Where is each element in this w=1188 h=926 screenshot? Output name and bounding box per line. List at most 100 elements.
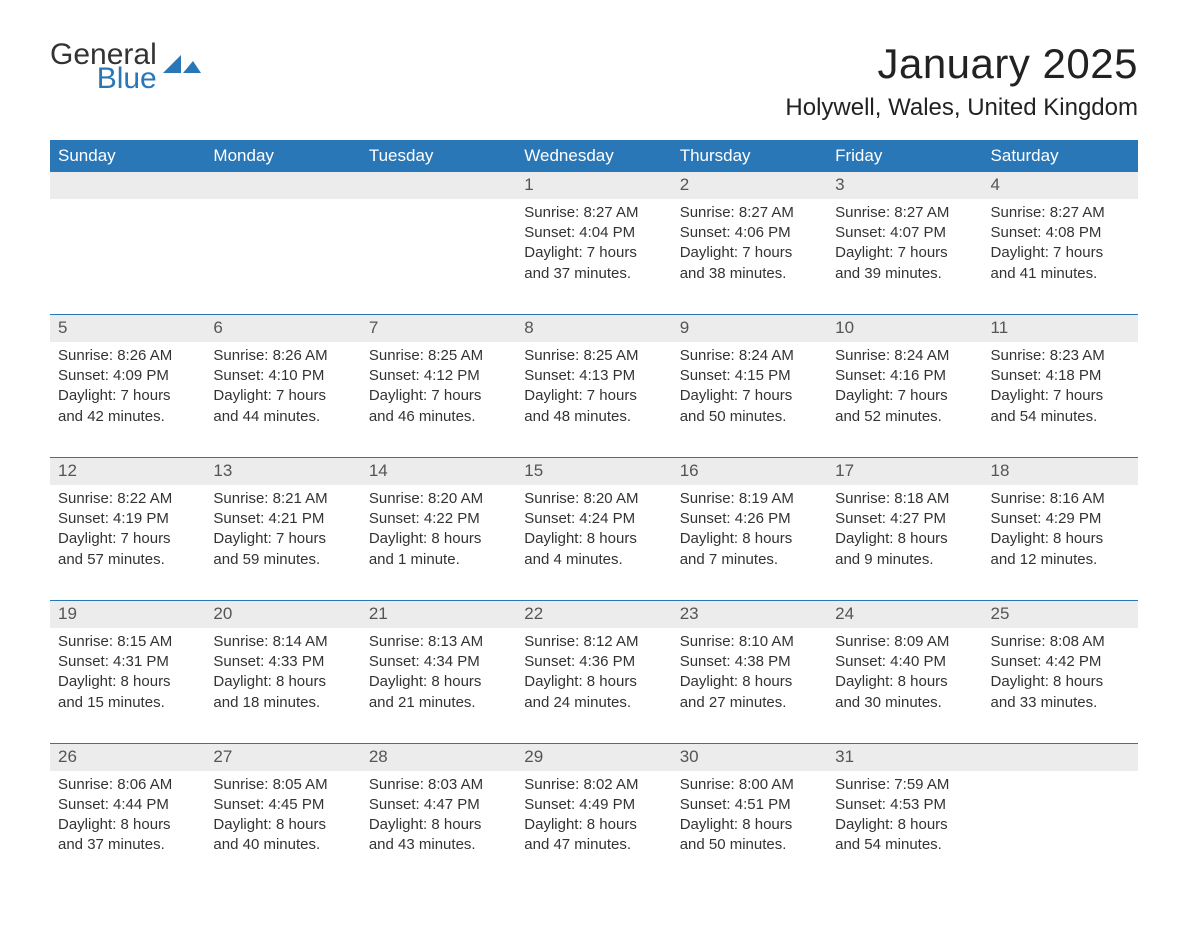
calendar-cell: 5Sunrise: 8:26 AMSunset: 4:09 PMDaylight… [50, 314, 205, 457]
sunset-text: Sunset: 4:38 PM [680, 652, 819, 672]
sunrise-text: Sunrise: 8:24 AM [680, 346, 819, 366]
day-number: 21 [361, 601, 516, 628]
daylight-text: and 38 minutes. [680, 264, 819, 284]
day-number: 20 [205, 601, 360, 628]
sunrise-text: Sunrise: 8:14 AM [213, 632, 352, 652]
daylight-text: and 39 minutes. [835, 264, 974, 284]
day-number: 24 [827, 601, 982, 628]
sunset-text: Sunset: 4:29 PM [991, 509, 1130, 529]
daylight-text: and 15 minutes. [58, 693, 197, 713]
daylight-text: Daylight: 8 hours [835, 672, 974, 692]
day-number: 28 [361, 744, 516, 771]
sunset-text: Sunset: 4:12 PM [369, 366, 508, 386]
sunrise-text: Sunrise: 8:25 AM [369, 346, 508, 366]
calendar-cell: 3Sunrise: 8:27 AMSunset: 4:07 PMDaylight… [827, 172, 982, 314]
day-number: 30 [672, 744, 827, 771]
sunrise-text: Sunrise: 8:26 AM [58, 346, 197, 366]
sunrise-text: Sunrise: 8:27 AM [524, 203, 663, 223]
sunrise-text: Sunrise: 8:13 AM [369, 632, 508, 652]
daylight-text: and 37 minutes. [524, 264, 663, 284]
calendar-cell: 28Sunrise: 8:03 AMSunset: 4:47 PMDayligh… [361, 743, 516, 885]
daylight-text: Daylight: 7 hours [213, 529, 352, 549]
daylight-text: Daylight: 8 hours [369, 815, 508, 835]
calendar-cell [50, 172, 205, 314]
calendar-cell: 18Sunrise: 8:16 AMSunset: 4:29 PMDayligh… [983, 457, 1138, 600]
calendar-cell: 4Sunrise: 8:27 AMSunset: 4:08 PMDaylight… [983, 172, 1138, 314]
sunrise-text: Sunrise: 8:23 AM [991, 346, 1130, 366]
daylight-text: and 27 minutes. [680, 693, 819, 713]
daylight-text: and 46 minutes. [369, 407, 508, 427]
daylight-text: Daylight: 8 hours [213, 815, 352, 835]
calendar-week: 26Sunrise: 8:06 AMSunset: 4:44 PMDayligh… [50, 743, 1138, 885]
day-number: 7 [361, 315, 516, 342]
day-number: 9 [672, 315, 827, 342]
daylight-text: and 57 minutes. [58, 550, 197, 570]
daylight-text: Daylight: 8 hours [213, 672, 352, 692]
daylight-text: and 52 minutes. [835, 407, 974, 427]
calendar-cell: 9Sunrise: 8:24 AMSunset: 4:15 PMDaylight… [672, 314, 827, 457]
calendar-week: 19Sunrise: 8:15 AMSunset: 4:31 PMDayligh… [50, 600, 1138, 743]
daylight-text: Daylight: 8 hours [58, 672, 197, 692]
day-number: 8 [516, 315, 671, 342]
daylight-text: and 54 minutes. [835, 835, 974, 855]
day-number: 23 [672, 601, 827, 628]
daylight-text: Daylight: 7 hours [58, 386, 197, 406]
sunrise-text: Sunrise: 8:03 AM [369, 775, 508, 795]
sunrise-text: Sunrise: 8:12 AM [524, 632, 663, 652]
sunrise-text: Sunrise: 8:25 AM [524, 346, 663, 366]
day-header: Thursday [672, 140, 827, 172]
daylight-text: and 47 minutes. [524, 835, 663, 855]
sunset-text: Sunset: 4:18 PM [991, 366, 1130, 386]
calendar-cell: 13Sunrise: 8:21 AMSunset: 4:21 PMDayligh… [205, 457, 360, 600]
daylight-text: and 24 minutes. [524, 693, 663, 713]
daylight-text: Daylight: 8 hours [524, 815, 663, 835]
daylight-text: and 50 minutes. [680, 407, 819, 427]
calendar-cell: 31Sunrise: 7:59 AMSunset: 4:53 PMDayligh… [827, 743, 982, 885]
calendar-cell: 23Sunrise: 8:10 AMSunset: 4:38 PMDayligh… [672, 600, 827, 743]
day-number: 25 [983, 601, 1138, 628]
daylight-text: and 21 minutes. [369, 693, 508, 713]
location-text: Holywell, Wales, United Kingdom [785, 94, 1138, 122]
day-header: Tuesday [361, 140, 516, 172]
sunset-text: Sunset: 4:24 PM [524, 509, 663, 529]
calendar-table: SundayMondayTuesdayWednesdayThursdayFrid… [50, 140, 1138, 886]
sunset-text: Sunset: 4:08 PM [991, 223, 1130, 243]
day-number: 13 [205, 458, 360, 485]
daylight-text: and 12 minutes. [991, 550, 1130, 570]
day-number: 11 [983, 315, 1138, 342]
daylight-text: and 41 minutes. [991, 264, 1130, 284]
daylight-text: Daylight: 8 hours [680, 815, 819, 835]
sunrise-text: Sunrise: 8:15 AM [58, 632, 197, 652]
day-number: 10 [827, 315, 982, 342]
sunset-text: Sunset: 4:31 PM [58, 652, 197, 672]
daylight-text: and 43 minutes. [369, 835, 508, 855]
brand-logo: General Blue [50, 40, 201, 94]
day-number: 5 [50, 315, 205, 342]
daylight-text: and 7 minutes. [680, 550, 819, 570]
flag-icon [163, 55, 201, 79]
calendar-cell: 8Sunrise: 8:25 AMSunset: 4:13 PMDaylight… [516, 314, 671, 457]
calendar-cell: 1Sunrise: 8:27 AMSunset: 4:04 PMDaylight… [516, 172, 671, 314]
daylight-text: Daylight: 7 hours [524, 386, 663, 406]
day-number: 31 [827, 744, 982, 771]
page-header: General Blue January 2025 Holywell, Wale… [50, 40, 1138, 132]
sunrise-text: Sunrise: 8:19 AM [680, 489, 819, 509]
daylight-text: Daylight: 7 hours [835, 243, 974, 263]
daylight-text: and 59 minutes. [213, 550, 352, 570]
daylight-text: Daylight: 7 hours [991, 386, 1130, 406]
daylight-text: and 9 minutes. [835, 550, 974, 570]
daylight-text: Daylight: 8 hours [680, 529, 819, 549]
calendar-cell: 16Sunrise: 8:19 AMSunset: 4:26 PMDayligh… [672, 457, 827, 600]
sunrise-text: Sunrise: 8:20 AM [524, 489, 663, 509]
daylight-text: Daylight: 7 hours [680, 386, 819, 406]
calendar-cell: 25Sunrise: 8:08 AMSunset: 4:42 PMDayligh… [983, 600, 1138, 743]
day-header: Sunday [50, 140, 205, 172]
calendar-week: 1Sunrise: 8:27 AMSunset: 4:04 PMDaylight… [50, 172, 1138, 314]
calendar-week: 5Sunrise: 8:26 AMSunset: 4:09 PMDaylight… [50, 314, 1138, 457]
day-number: 26 [50, 744, 205, 771]
daylight-text: and 18 minutes. [213, 693, 352, 713]
calendar-cell: 24Sunrise: 8:09 AMSunset: 4:40 PMDayligh… [827, 600, 982, 743]
daylight-text: Daylight: 7 hours [213, 386, 352, 406]
sunset-text: Sunset: 4:04 PM [524, 223, 663, 243]
sunrise-text: Sunrise: 8:27 AM [680, 203, 819, 223]
